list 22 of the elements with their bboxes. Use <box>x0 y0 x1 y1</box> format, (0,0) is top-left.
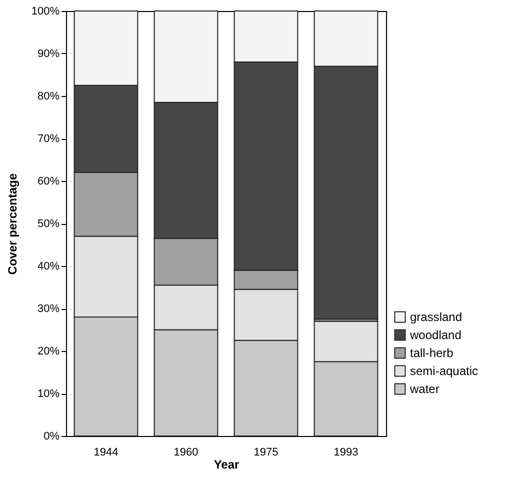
legend-label: semi-aquatic <box>410 364 478 378</box>
y-tick-label: 30% <box>37 303 60 315</box>
y-tick-label: 70% <box>37 133 60 145</box>
y-tick-label: 90% <box>37 48 60 60</box>
legend-label: woodland <box>409 328 462 342</box>
x-tick-label: 1960 <box>174 446 198 458</box>
y-tick-label: 80% <box>37 90 60 102</box>
y-tick-label: 50% <box>37 218 60 230</box>
x-tick-label: 1993 <box>334 446 358 458</box>
x-tick-label: 1944 <box>94 446 118 458</box>
x-tick-label: 1975 <box>254 446 278 458</box>
legend-label: grassland <box>410 310 462 324</box>
y-tick-label: 0% <box>44 430 60 442</box>
x-axis-title: Year <box>214 458 240 472</box>
y-tick-label: 40% <box>37 260 60 272</box>
y-axis-title: Cover percentage <box>5 172 20 275</box>
legend-label: tall-herb <box>410 346 454 360</box>
legend-label: water <box>409 382 440 396</box>
y-tick-label: 20% <box>37 346 60 358</box>
y-tick-label: 10% <box>37 388 60 400</box>
y-tick-label: 100% <box>31 6 60 18</box>
y-tick-label: 60% <box>37 176 60 188</box>
